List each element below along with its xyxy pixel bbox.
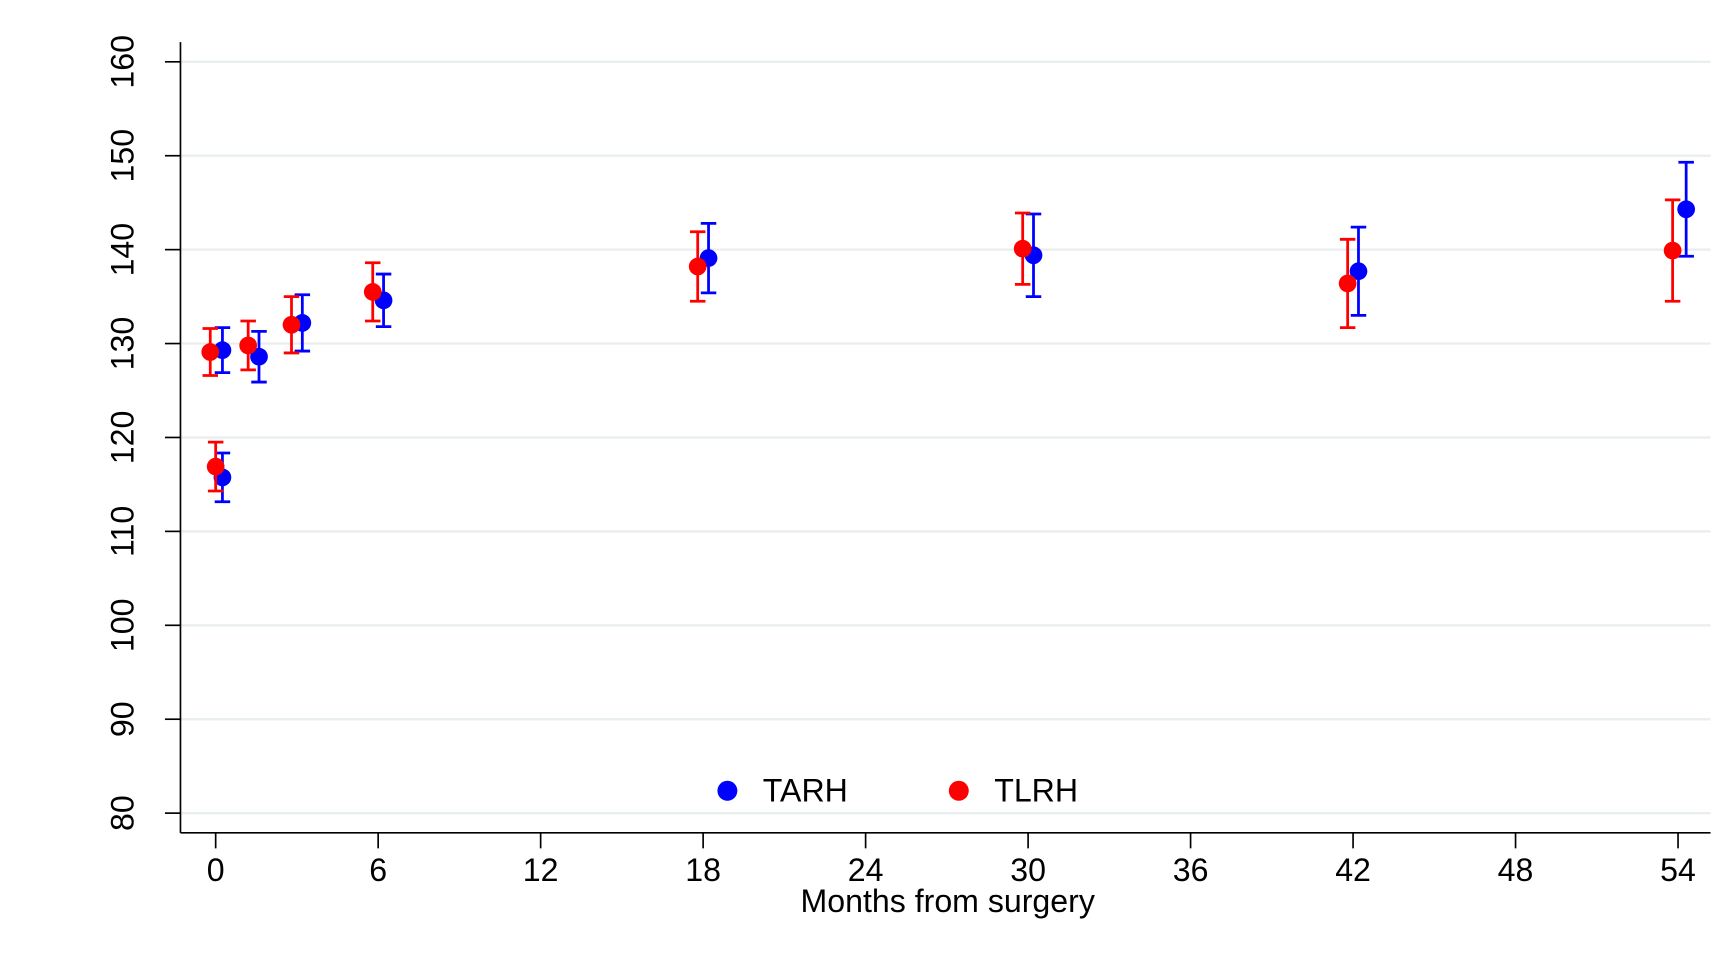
x-tick-label: 6 [369,852,387,888]
x-tick-label: 42 [1335,852,1371,888]
y-tick-label: 130 [105,317,141,371]
point [250,347,268,366]
point [206,457,225,476]
point [1677,200,1696,219]
legend-label: TARH [763,772,848,808]
x-tick-label: 18 [685,852,721,888]
point [1338,274,1357,293]
x-tick-label: 0 [207,852,225,888]
y-tick-label: 100 [105,599,141,653]
x-tick-label: 48 [1498,852,1534,888]
x-tick-label: 54 [1660,852,1696,888]
y-tick-label: 110 [105,506,141,557]
x-tick-label: 36 [1173,852,1209,888]
legend-marker [717,780,738,801]
y-tick-label: 150 [105,129,141,183]
point [1349,262,1368,281]
y-tick-label: 120 [105,411,141,465]
point [201,343,220,361]
y-tick-label: 90 [105,701,141,737]
y-tick-label: 140 [105,223,141,277]
x-tick-label: 12 [523,852,559,888]
point [1013,239,1032,258]
point [239,336,258,355]
legend-marker [948,780,969,801]
legend-label: TLRH [994,772,1078,808]
y-tick-label: 80 [105,795,141,831]
x-axis-label: Months from surgery [801,883,1095,919]
x-tick-label: 30 [1010,852,1046,888]
y-tick-label: 160 [105,35,141,89]
point [1663,241,1682,260]
x-tick-label: 24 [848,852,884,888]
point [282,315,301,334]
point [688,257,707,276]
point [363,283,382,301]
